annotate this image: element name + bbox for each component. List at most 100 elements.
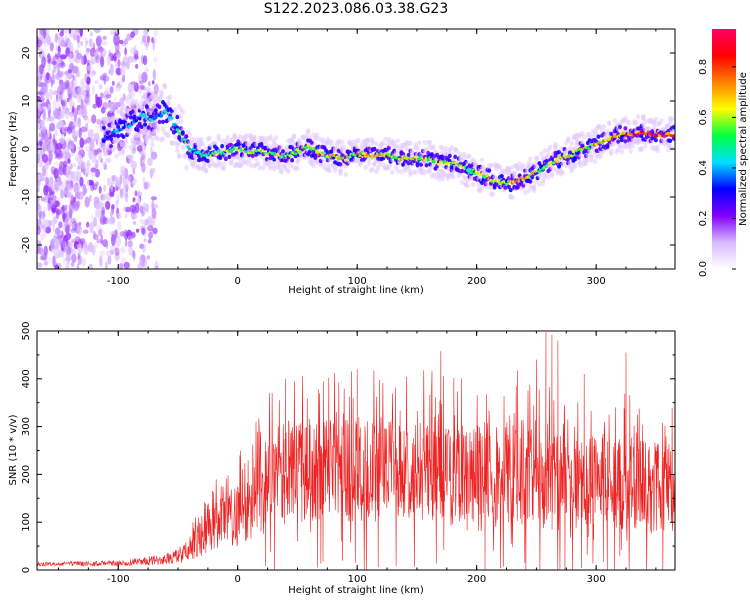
halo-cell <box>628 148 633 154</box>
noise-cell <box>109 181 114 190</box>
noise-cell <box>67 253 71 266</box>
halo-cell <box>261 165 266 171</box>
halo-cell <box>273 135 279 141</box>
y-tick-label: -10 <box>21 189 32 205</box>
halo-cell <box>479 157 485 163</box>
noise-cell <box>72 201 80 212</box>
noise-cell <box>139 84 145 90</box>
noise-cell <box>95 139 99 145</box>
halo-cell <box>159 93 164 100</box>
noise-cell <box>98 151 102 163</box>
snr-xlabel: Height of straight line (km) <box>288 585 424 596</box>
noise-cell <box>133 49 140 55</box>
noise-cell <box>41 251 44 257</box>
noise-cell <box>37 122 41 130</box>
noise-cell <box>99 214 106 225</box>
noise-cell <box>70 261 75 267</box>
halo-cell <box>180 144 185 150</box>
x-tick-label: -100 <box>107 276 130 287</box>
colorbar-tick-label: 0.0 <box>698 261 709 277</box>
body-cell <box>623 126 628 131</box>
noise-cell <box>84 196 90 208</box>
noise-cell <box>51 181 58 189</box>
noise-cell <box>50 139 54 151</box>
y-tick-label: 0 <box>21 146 32 152</box>
noise-cell <box>57 62 60 75</box>
noise-cell <box>94 242 98 249</box>
noise-cell <box>69 247 73 254</box>
body-cell <box>175 114 180 120</box>
halo-cell <box>207 163 212 169</box>
noise-cell <box>63 177 68 190</box>
noise-cell <box>126 33 130 41</box>
colorbar-tick-label: 0.6 <box>698 109 709 125</box>
halo-cell <box>639 146 644 152</box>
halo-cell <box>142 91 148 97</box>
body-cell <box>184 134 189 139</box>
noise-cell <box>152 227 158 235</box>
body-cell <box>250 153 255 159</box>
noise-cell <box>45 116 49 122</box>
noise-cell <box>71 29 77 35</box>
body-cell <box>429 152 434 157</box>
noise-cell <box>79 137 85 148</box>
noise-cell <box>61 239 66 250</box>
noise-cell <box>154 260 159 269</box>
halo-cell <box>168 94 173 100</box>
halo-cell <box>261 136 266 142</box>
ridge-cell <box>295 148 300 152</box>
halo-cell <box>315 159 320 165</box>
halo-cell <box>148 110 153 116</box>
halo-cell <box>162 83 167 89</box>
halo-cell <box>415 145 420 151</box>
noise-cell <box>44 176 50 185</box>
halo-cell <box>291 134 297 140</box>
halo-cell <box>173 134 178 140</box>
noise-cell <box>98 84 103 90</box>
halo-cell <box>399 169 404 175</box>
body-cell <box>530 175 535 180</box>
noise-cell <box>91 114 97 124</box>
noise-cell <box>76 154 83 165</box>
halo-cell <box>221 161 227 167</box>
noise-cell <box>47 199 52 212</box>
noise-cell <box>147 225 154 232</box>
noise-cell <box>127 55 133 64</box>
halo-cell <box>522 190 528 196</box>
ridge-cell <box>634 130 638 134</box>
halo-cell <box>393 164 399 170</box>
noise-cell <box>76 117 81 124</box>
noise-cell <box>73 75 77 88</box>
noise-cell <box>104 261 108 269</box>
noise-cell <box>95 222 102 231</box>
halo-cell <box>567 146 573 152</box>
noise-cell <box>125 61 130 70</box>
noise-cell <box>57 85 64 95</box>
halo-cell <box>327 163 332 169</box>
y-tick-label: -20 <box>21 237 32 253</box>
noise-cell <box>46 72 50 81</box>
noise-cell <box>119 188 124 198</box>
noise-cell <box>52 187 56 193</box>
noise-cell <box>67 182 71 193</box>
halo-cell <box>297 137 302 143</box>
noise-cell <box>38 241 42 254</box>
halo-cell <box>112 139 117 145</box>
halo-cell <box>112 145 117 151</box>
body-cell <box>193 144 198 150</box>
halo-cell <box>669 116 675 122</box>
body-cell <box>487 168 492 173</box>
halo-cell <box>381 140 386 146</box>
halo-cell <box>591 133 596 139</box>
noise-cell <box>61 249 64 258</box>
halo-cell <box>578 153 583 159</box>
noise-cell <box>90 167 97 173</box>
noise-cell <box>64 70 70 75</box>
body-cell <box>596 134 601 139</box>
noise-cell <box>89 71 93 77</box>
noise-cell <box>43 184 49 196</box>
noise-cell <box>37 39 43 48</box>
halo-cell <box>490 191 495 197</box>
halo-cell <box>526 188 531 194</box>
body-cell <box>116 124 121 129</box>
